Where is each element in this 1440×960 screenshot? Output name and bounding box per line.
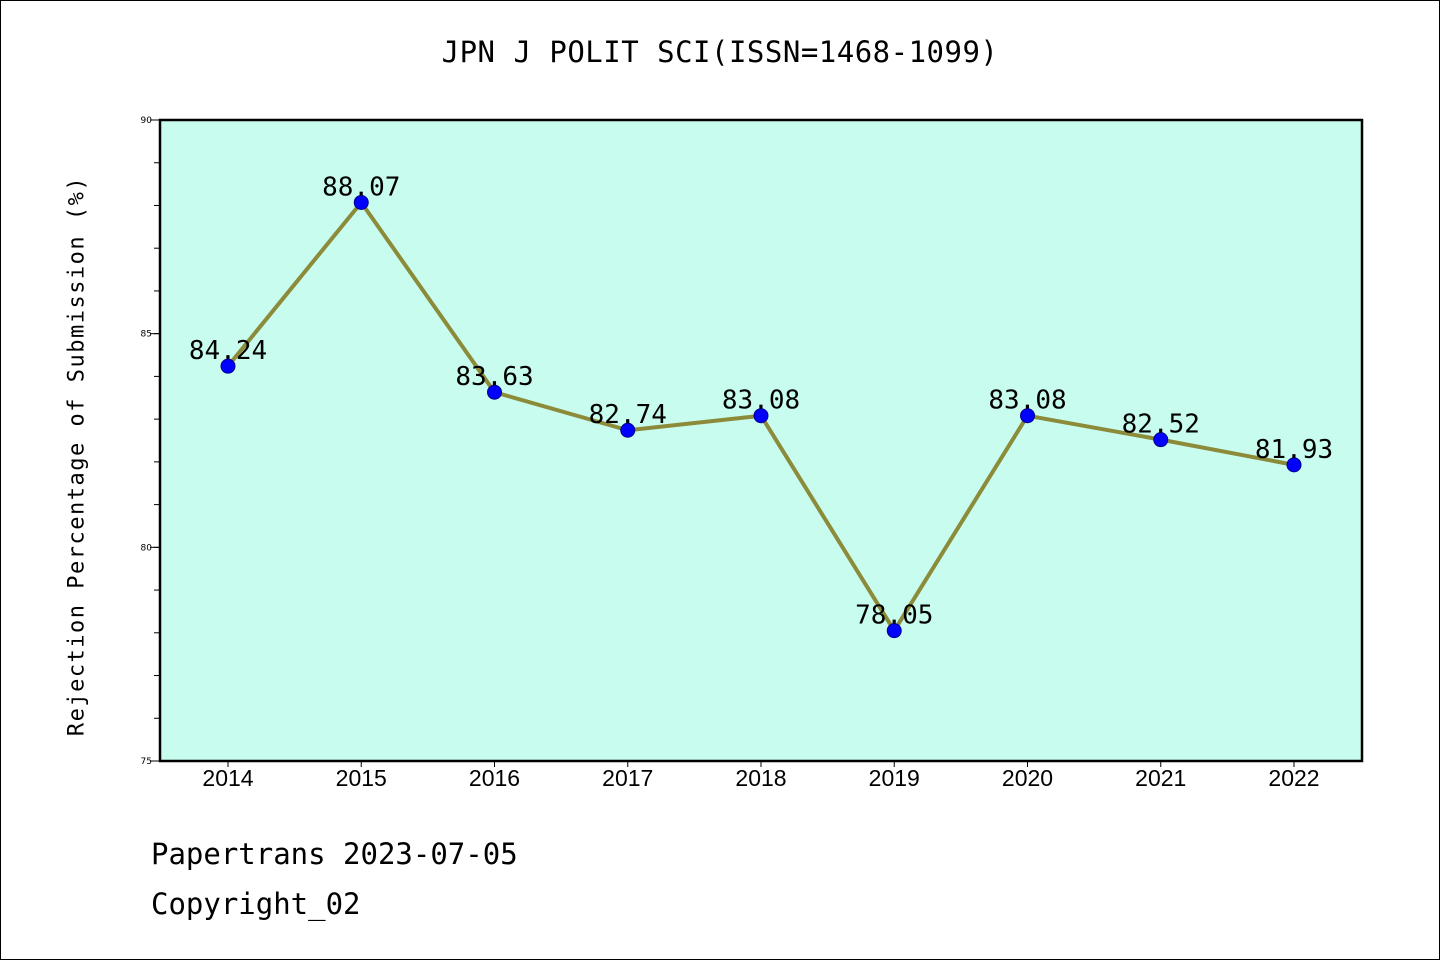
data-label: 83.08 [722,386,800,416]
data-point [487,384,502,400]
data-point [1020,408,1035,424]
x-axis: 2014 2015 2016 2017 2018 2019 2020 2021 2022 [202,761,1320,791]
data-label: 78.05 [855,601,933,631]
x-tick-label: 2019 [869,765,920,791]
plot-background [160,120,1362,761]
data-label: 81.93 [1255,435,1333,465]
data-label: 83.63 [455,362,533,392]
y-tick-label: 85 [141,330,152,340]
plot-border [158,118,1364,763]
data-point [353,194,369,210]
data-label: 82.74 [589,400,667,430]
x-tick-label: 2014 [202,765,253,791]
data-point [886,623,902,639]
data-point [1286,457,1302,473]
x-tick-label: 2018 [735,765,786,791]
data-label: 82.52 [1122,410,1200,440]
x-tick-label: 2015 [336,765,387,791]
y-tick-label: 80 [141,543,153,553]
data-label: 83.08 [988,386,1066,416]
x-tick-label: 2021 [1135,765,1186,791]
chart-title: JPN J POLIT SCI(ISSN=1468-1099) [441,35,999,69]
y-tick-label: 90 [141,116,153,126]
data-point [620,422,636,438]
x-tick-label: 2020 [1002,765,1053,791]
data-point [220,358,236,374]
data-label: 88.07 [322,172,400,202]
footer-copyright-line: Copyright_02 [151,887,361,921]
data-point [753,408,769,424]
y-tick-label: 75 [141,757,152,767]
y-axis: 75 80 85 90 [141,116,160,767]
x-tick-label: 2016 [469,765,520,791]
data-label: 84.24 [189,336,267,366]
data-point [1153,432,1169,448]
series-group [220,194,1302,639]
plot-area [160,120,1362,761]
data-labels: 84.24 88.07 83.63 82.74 83.08 78.05 83.08 82.52… [158,118,1364,763]
x-tick-label: 2017 [602,765,653,791]
x-tick-label: 2022 [1268,765,1319,791]
footer-date-line: Papertrans 2023-07-05 [151,837,518,871]
